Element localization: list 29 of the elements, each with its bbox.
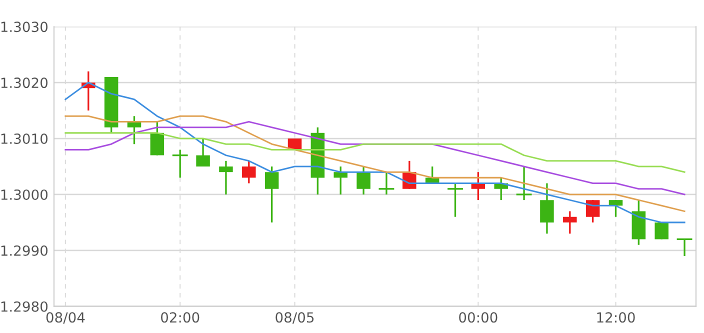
candlestick	[172, 148, 188, 179]
candlestick	[378, 171, 394, 196]
candlestick	[676, 238, 692, 257]
candlestick	[242, 160, 256, 184]
candlestick	[264, 166, 279, 224]
x-tick-label: 08/04	[46, 312, 85, 324]
x-tick-label: 00:00	[459, 312, 498, 323]
x-tick-label: 02:00	[161, 312, 200, 323]
x-tick-label: 08/05	[276, 312, 314, 324]
y-tick-label: 1.2980	[1, 301, 48, 312]
candlestick	[563, 210, 577, 234]
candlestick	[356, 166, 370, 196]
x-tick-label: 12:00	[597, 312, 635, 323]
y-tick-label: 1.3030	[1, 22, 48, 32]
candlestick	[150, 120, 164, 156]
candlestick	[540, 182, 554, 234]
candlestick	[196, 138, 210, 168]
line-series	[64, 82, 686, 224]
y-tick-label: 1.2990	[1, 245, 48, 256]
candlestick	[448, 182, 463, 218]
line-series	[64, 132, 686, 173]
y-tick-label: 1.3000	[1, 189, 48, 200]
y-tick-label: 1.3010	[1, 133, 48, 144]
candlestick	[608, 199, 623, 218]
y-tick-label: 1.3020	[1, 78, 48, 88]
candlestick	[219, 160, 233, 196]
line-series	[64, 115, 686, 212]
candlestick	[516, 166, 532, 201]
candlestick	[586, 199, 600, 224]
